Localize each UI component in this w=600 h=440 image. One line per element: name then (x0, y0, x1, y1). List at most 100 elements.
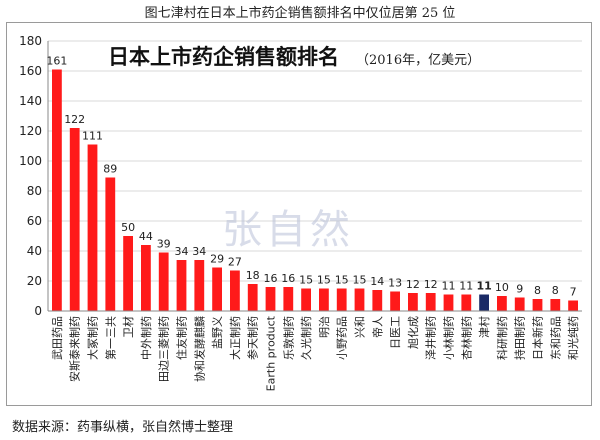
y-tick-label: 120 (19, 124, 42, 138)
category-label: 泽井制药 (424, 316, 438, 360)
bar (479, 294, 489, 311)
category-label: 日本新药 (531, 316, 545, 360)
category-label-group: 泽井制药 (424, 316, 438, 360)
category-label-group: 武田药品 (51, 316, 64, 360)
category-label: 大冢制药 (86, 316, 100, 360)
value-label: 44 (139, 230, 153, 243)
value-label: 14 (370, 275, 384, 288)
category-label: 旭化成 (406, 316, 420, 349)
category-label: 杏林制药 (459, 316, 473, 360)
y-tick-label: 0 (34, 304, 42, 318)
category-label: 中外制药 (140, 316, 153, 360)
value-label: 10 (495, 281, 509, 294)
bar (372, 290, 383, 311)
value-label: 15 (317, 274, 331, 287)
category-label-group: 小野药品 (336, 316, 349, 360)
value-label: 11 (442, 280, 456, 293)
category-label: 小野药品 (336, 316, 349, 360)
value-label: 12 (406, 278, 420, 291)
category-label-group: 盐野义 (211, 316, 224, 349)
category-label: 安斯泰来制药 (68, 316, 82, 382)
category-label: 帝人 (370, 316, 384, 338)
watermark: 张自然 (222, 207, 354, 253)
y-tick-label: 180 (19, 34, 42, 48)
category-label: 小林制药 (442, 316, 456, 360)
bar (87, 144, 98, 311)
category-label-group: 大冢制药 (86, 316, 100, 360)
category-labels: 武田药品 安斯泰来制药 大冢制药 第一三共 卫材 中外制药 田边三菱制药 住友制药 协和发酵麒麟… (51, 315, 580, 391)
bar (568, 300, 578, 311)
y-tick-label: 20 (27, 274, 42, 288)
category-label-group: 安斯泰来制药 (68, 316, 82, 382)
category-label: 日医工 (389, 316, 402, 349)
bar (461, 294, 472, 311)
category-label-group: 住友制药 (175, 316, 189, 360)
category-label-group: 兴和 (354, 316, 367, 338)
bar (319, 288, 329, 311)
value-label: 15 (353, 274, 367, 287)
value-label: 9 (516, 283, 523, 296)
grid-lines (48, 40, 582, 312)
chart-subtitle: （2016年，亿美元） (356, 53, 480, 68)
category-label: 卫材 (121, 316, 135, 338)
category-label: 第一三共 (103, 316, 117, 360)
value-label: 161 (46, 55, 67, 68)
bar (212, 267, 222, 311)
bar (390, 291, 400, 311)
category-label-group: Earth product (265, 315, 278, 391)
value-label: 111 (82, 130, 103, 143)
category-label-group: 乐敦制药 (281, 316, 295, 360)
category-label: 参天制药 (246, 316, 260, 360)
bar (354, 288, 365, 311)
category-label: 津村 (477, 316, 491, 338)
bar (247, 284, 258, 311)
category-label-group: 第一三共 (103, 316, 117, 360)
y-tick-label: 100 (19, 154, 42, 168)
value-label: 11 (476, 280, 491, 293)
category-label: 田边三菱制药 (158, 316, 171, 382)
value-label: 16 (281, 272, 295, 285)
category-label-group: 田边三菱制药 (158, 316, 171, 382)
bar (105, 177, 116, 311)
value-label: 18 (246, 269, 260, 282)
value-label: 11 (459, 280, 473, 293)
category-label-group: 小林制药 (442, 316, 456, 360)
category-label-group: 东和药品 (549, 316, 562, 360)
value-label: 122 (64, 113, 85, 126)
category-label-group: 参天制药 (246, 316, 260, 360)
bar (123, 236, 133, 311)
bar (230, 270, 240, 311)
value-label: 8 (534, 284, 541, 297)
bar (194, 260, 205, 311)
y-tick-label: 60 (27, 214, 42, 228)
category-label-group: 津村 (477, 316, 491, 338)
value-label: 50 (121, 221, 135, 234)
category-label-group: 中外制药 (140, 316, 153, 360)
value-label: 15 (299, 274, 313, 287)
category-label-group: 旭化成 (406, 316, 420, 349)
bar (408, 293, 418, 311)
category-label-group: 持田制药 (513, 316, 527, 360)
bar (158, 252, 169, 311)
y-tick-labels: 0 20 40 60 80 100 120 140 160 180 (19, 34, 42, 318)
value-label: 34 (175, 245, 189, 258)
value-label: 27 (228, 256, 242, 269)
category-label-group: 科研制药 (495, 316, 509, 360)
value-label: 8 (552, 284, 559, 297)
category-label: 大正制药 (228, 316, 242, 360)
category-label-group: 杏林制药 (459, 316, 473, 360)
bar (141, 245, 151, 311)
value-label: 12 (424, 278, 438, 291)
bar (532, 299, 543, 311)
value-label: 29 (210, 253, 224, 266)
category-label: 东和药品 (549, 316, 562, 360)
category-label-group: 大正制药 (228, 316, 242, 360)
category-label-group: 久光制药 (299, 316, 313, 360)
category-label: 兴和 (354, 316, 367, 338)
bar (443, 294, 454, 311)
bar (425, 293, 436, 311)
category-label-group: 日本新药 (531, 316, 545, 360)
category-label-group: 帝人 (370, 316, 384, 338)
